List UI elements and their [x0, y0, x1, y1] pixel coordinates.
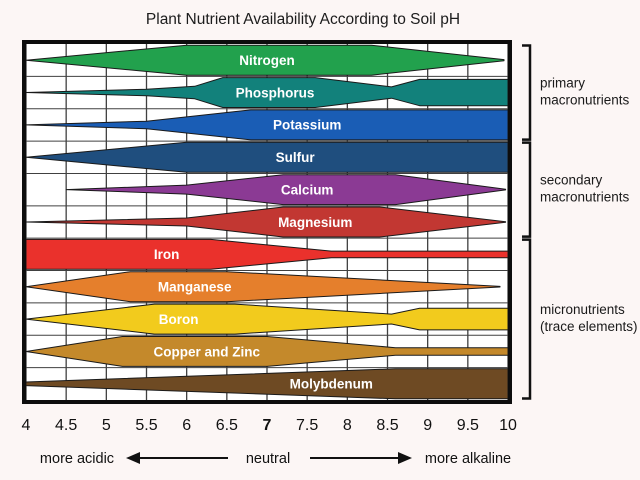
band-label: Iron	[154, 247, 180, 262]
x-tick-8: 8	[343, 417, 352, 434]
plot-area: Nitrogen Phosphorus Potassium Sulfur Calcium…	[22, 40, 517, 434]
band-iron: Iron	[25, 238, 509, 270]
arrow-left-icon	[126, 452, 228, 464]
more-acidic-label: more acidic	[40, 451, 114, 467]
group-label-line2: macronutrients	[540, 93, 630, 108]
x-tick-8.5: 8.5	[376, 417, 398, 434]
band-shape	[25, 271, 501, 303]
x-tick-6.5: 6.5	[216, 417, 238, 434]
band-label: Manganese	[158, 280, 232, 295]
x-tick-7.5: 7.5	[296, 417, 318, 434]
band-label: Sulfur	[276, 150, 316, 165]
band-label: Calcium	[281, 182, 334, 197]
more-alkaline-label: more alkaline	[425, 451, 511, 467]
x-tick-9: 9	[423, 417, 432, 434]
band-magnesium: Magnesium	[25, 206, 507, 238]
bracket-secondary	[522, 141, 532, 238]
plot-border	[22, 40, 512, 404]
group-label-line2: (trace elements)	[540, 319, 638, 334]
band-label: Magnesium	[278, 215, 352, 230]
x-tick-10: 10	[499, 417, 517, 434]
neutral-label: neutral	[246, 451, 290, 467]
chart-title: Plant Nutrient Availability According to…	[146, 11, 460, 28]
band-label: Phosphorus	[236, 85, 315, 100]
x-tick-5.5: 5.5	[135, 417, 157, 434]
x-tick-9.5: 9.5	[457, 417, 479, 434]
group-label-line1: secondary	[540, 173, 603, 188]
group-brackets	[522, 44, 532, 400]
arrow-right-icon	[310, 452, 412, 464]
group-labels: primary macronutrients secondary macronutri…	[540, 76, 638, 335]
band-label: Molybdenum	[290, 377, 373, 392]
band-label: Potassium	[273, 118, 341, 133]
band-label: Boron	[159, 312, 199, 327]
x-tick-5: 5	[102, 417, 111, 434]
band-label: Nitrogen	[239, 53, 295, 68]
bracket-micronutrients	[522, 238, 532, 400]
group-label-line1: micronutrients	[540, 302, 625, 317]
band-shape	[65, 174, 507, 206]
x-tick-4: 4	[22, 417, 31, 434]
x-tick-6: 6	[182, 417, 191, 434]
group-label-line2: macronutrients	[540, 190, 630, 205]
x-tick-7: 7	[263, 417, 272, 434]
group-label-line1: primary	[540, 76, 585, 91]
band-shape	[25, 206, 507, 238]
ph-direction-legend: more acidic neutral more alkaline	[40, 451, 511, 467]
band-calcium: Calcium	[65, 174, 507, 206]
band-label: Copper and Zinc	[154, 344, 261, 359]
band-nitrogen: Nitrogen	[25, 44, 505, 76]
bracket-primary	[522, 44, 532, 141]
x-tick-4.5: 4.5	[55, 417, 77, 434]
band-manganese: Manganese	[25, 271, 501, 303]
band-shape	[25, 44, 505, 76]
